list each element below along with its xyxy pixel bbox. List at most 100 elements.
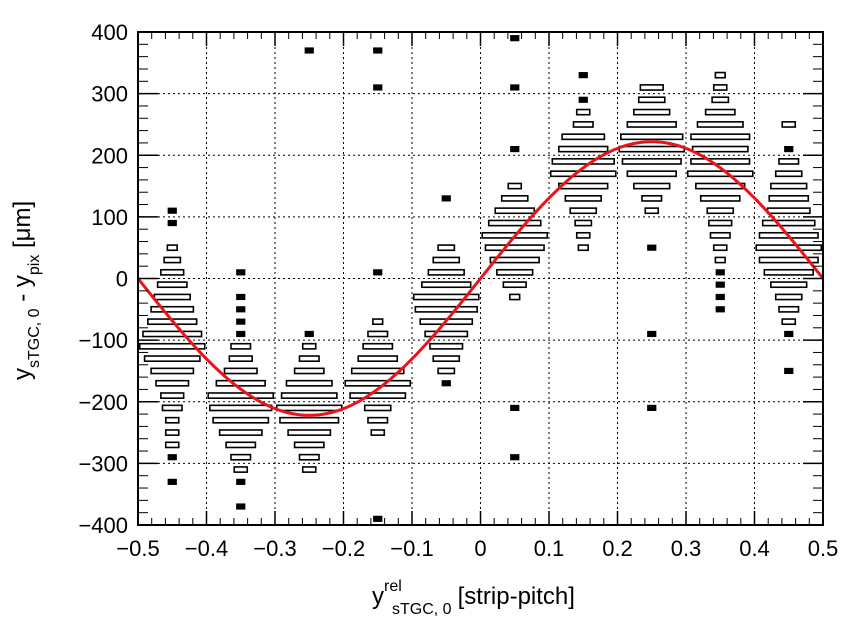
histogram-box [372,318,384,326]
histogram-box [626,170,677,178]
histogram-box [712,244,728,252]
histogram-box [437,367,456,375]
histogram-box [494,207,536,215]
histogram-box [156,281,188,289]
histogram-box [621,158,682,165]
histogram-box [349,392,407,399]
histogram-box [758,256,819,264]
histogram-box [279,416,340,424]
histogram-box [233,466,249,473]
histogram-box [304,47,314,54]
histogram-box [712,84,728,91]
histogram-box [774,170,803,178]
y-tick-label: −400 [78,513,128,538]
histogram-box [575,231,591,239]
histogram-box [778,158,800,165]
histogram-box [711,96,730,104]
histogram-box [223,367,258,375]
histogram-box [620,133,684,141]
histogram-box [690,158,751,165]
y-tick-label: 300 [91,82,128,107]
histogram-box [510,35,520,42]
histogram-box [225,441,257,449]
histogram-box [715,306,725,313]
histogram-box [618,145,686,153]
histogram-box [370,429,386,436]
x-axis-title: yrel sTGC, 0 [strip-pitch] [372,578,575,618]
histogram-box [167,454,177,461]
histogram-boxes [138,35,823,522]
histogram-box [212,416,270,424]
histogram-box [708,219,733,227]
histogram-box [696,121,744,128]
histogram-box [784,145,794,153]
histogram-box [761,219,816,227]
histogram-box [298,453,320,461]
y-axis-title: ysTGC, 0 - ypix [μm] [9,201,43,380]
axis-ticks [137,31,824,526]
histogram-box [142,330,203,338]
histogram-box [766,207,811,215]
histogram-box [558,182,609,190]
histogram-box [373,84,383,91]
histogram-box [558,145,609,153]
histogram-box [363,404,392,412]
histogram-box [575,108,591,116]
histogram-box [298,355,320,363]
histogram-box [236,330,246,338]
histogram-box [236,478,246,485]
histogram-box [484,244,545,252]
histogram-box [344,379,412,387]
histogram-box [496,268,534,276]
histogram-box [293,441,325,449]
histogram-box [502,281,527,289]
x-tick-label: −0.2 [322,536,365,561]
histogram-box [357,355,399,363]
histogram-box [784,330,794,338]
histogram-box [230,342,252,350]
histogram-box [161,404,183,412]
histogram-box [236,318,246,325]
histogram-box [412,293,480,301]
histogram-box [637,96,666,104]
histogram-box [699,194,741,202]
histogram-box [441,380,451,387]
histogram-box [367,330,389,338]
histogram-box [164,441,180,449]
histogram-box [236,269,246,276]
histogram-box [561,133,606,141]
histogram-box [215,379,266,387]
histogram-box [633,108,671,116]
x-tick-label: −0.1 [390,536,433,561]
histogram-box [639,84,664,91]
histogram-box [441,195,451,202]
histogram-box [373,515,383,522]
histogram-box [167,478,177,485]
histogram-box [706,207,735,215]
tick-labels: −0.5 −0.4 −0.3 −0.2 −0.1 0 0.1 0.2 0.3 0.4 0.5 −400… [78,20,838,561]
histogram-box [572,121,594,128]
histogram-box [427,268,465,276]
histogram-box [781,121,797,128]
histogram-box [166,244,178,252]
histogram-box [236,293,246,301]
histogram-box [228,355,253,363]
histogram-box [578,96,588,103]
histogram-box [301,342,317,350]
histogram-box [301,466,317,473]
histogram-box [209,404,273,412]
histogram-box [691,145,749,153]
histogram-box [644,207,660,215]
histogram-box [704,108,736,116]
histogram-box [167,219,177,227]
histogram-box [230,453,252,461]
histogram-box [647,404,657,412]
histogram-box [487,219,542,227]
x-tick-label: 0 [474,536,486,561]
histogram-box [715,269,725,276]
histogram-box [304,330,314,338]
histogram-box [236,306,246,313]
histogram-box [500,194,529,202]
histogram-box [626,121,677,128]
histogram-box [715,281,725,288]
